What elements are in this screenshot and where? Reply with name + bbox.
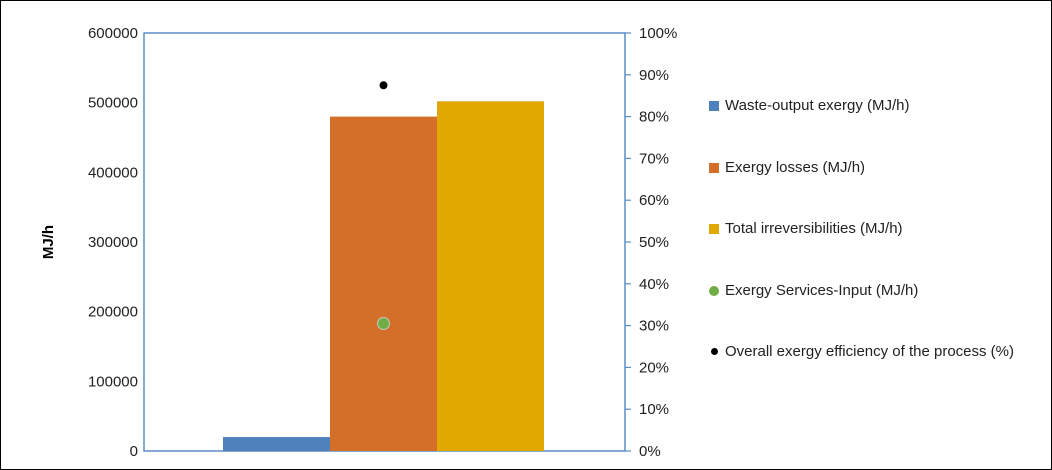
legend-label-exergy-services-input: Exergy Services-Input (MJ/h) — [725, 282, 919, 299]
legend-label-waste-output: Waste-output exergy (MJ/h) — [725, 97, 910, 114]
legend-item-exergy-losses: Exergy losses (MJ/h) — [709, 158, 1045, 178]
legend-item-overall-efficiency: Overall exergy efficiency of the process… — [709, 342, 1045, 362]
y2-tick-label: 50% — [639, 234, 669, 251]
y-axis-title: MJ/h — [40, 225, 57, 259]
legend-label-overall-efficiency: Overall exergy efficiency of the process… — [725, 343, 1015, 360]
legend-marker-total-irreversibilities — [709, 224, 719, 234]
legend-item-exergy-services-input: Exergy Services-Input (MJ/h) — [709, 281, 1045, 301]
legend-marker-overall-efficiency — [710, 348, 718, 355]
y2-tick-label: 80% — [639, 109, 669, 126]
y2-tick-label: 70% — [639, 150, 669, 167]
legend-marker-exergy-services-input — [709, 286, 719, 296]
y2-tick-label: 20% — [639, 359, 669, 376]
y2-tick-label: 0% — [639, 443, 661, 460]
legend-label-exergy-losses: Exergy losses (MJ/h) — [725, 159, 866, 176]
legend-item-total-irreversibilities: Total irreversibilities (MJ/h) — [709, 219, 1045, 239]
y2-tick-label: 100% — [639, 25, 677, 42]
y-tick-label: 400000 — [88, 164, 138, 181]
y-tick-label: 200000 — [88, 304, 138, 321]
bar-2 — [437, 101, 544, 452]
legend-label-total-irreversibilities: Total irreversibilities (MJ/h) — [725, 220, 903, 237]
y2-tick-label: 90% — [639, 67, 669, 84]
bar-1 — [330, 116, 437, 451]
legend-item-waste-output: Waste-output exergy (MJ/h) — [709, 96, 1045, 116]
bar-0 — [223, 437, 330, 451]
point-efficiency — [379, 81, 388, 90]
y-tick-label: 100000 — [88, 373, 138, 390]
legend-marker-waste-output — [709, 101, 719, 111]
legend-marker-exergy-losses — [709, 163, 719, 173]
y2-tick-label: 60% — [639, 192, 669, 209]
y-tick-label: 0 — [130, 443, 138, 460]
y2-tick-label: 10% — [639, 401, 669, 418]
point-services-input — [377, 317, 390, 331]
y-tick-label: 500000 — [88, 95, 138, 112]
y-tick-label: 600000 — [88, 25, 138, 42]
y-tick-label: 300000 — [88, 234, 138, 251]
y2-tick-label: 40% — [639, 276, 669, 293]
y2-tick-label: 30% — [639, 318, 669, 335]
